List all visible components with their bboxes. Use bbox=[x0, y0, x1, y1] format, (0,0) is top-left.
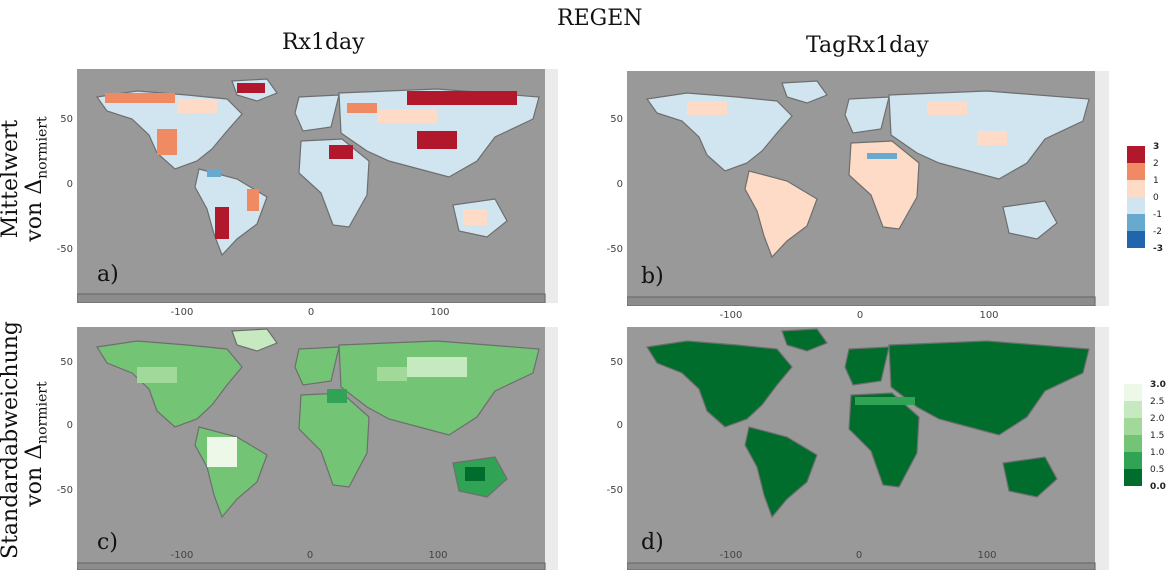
xtick-a-neg100: -100 bbox=[170, 307, 194, 318]
legend-mean: 3 2 1 0 -1 -2 -3 bbox=[1127, 142, 1167, 254]
map-panel-d: d) bbox=[627, 327, 1109, 570]
legend-mean-label-6: -3 bbox=[1153, 244, 1163, 254]
legend-mean-label-5: -2 bbox=[1153, 227, 1162, 237]
legend-mean-label-1: 2 bbox=[1153, 159, 1159, 169]
row-label-mean-line1: Mittelwert bbox=[0, 119, 23, 239]
ytick-a-0: 0 bbox=[66, 179, 73, 190]
legend-sd-label-0: 3.0 bbox=[1150, 380, 1166, 390]
legend-mean-swatch-5 bbox=[1127, 231, 1145, 248]
ytick-c-0: 0 bbox=[66, 420, 73, 431]
legend-sd-swatch-2 bbox=[1124, 418, 1142, 435]
map-a-svg bbox=[77, 69, 546, 303]
land-masses bbox=[77, 328, 546, 570]
sd-patches bbox=[137, 357, 485, 481]
legend-mean-label-3: 0 bbox=[1153, 193, 1159, 203]
legend-sd: 3.0 2.5 2.0 1.5 1.0 0.5 0.0 bbox=[1124, 380, 1168, 496]
ytick-b-neg50: -50 bbox=[606, 244, 623, 255]
xtick-d-0: 0 bbox=[855, 550, 863, 561]
row-label-mean: Mittelwert von Δnormiert bbox=[0, 109, 51, 249]
land-masses bbox=[627, 328, 1096, 570]
legend-mean-label-2: 1 bbox=[1153, 176, 1159, 186]
row-label-mean-sub: normiert bbox=[34, 116, 51, 179]
legend-sd-label-3: 1.5 bbox=[1150, 431, 1165, 441]
mean-anomaly-patches bbox=[687, 101, 1007, 159]
legend-mean-swatch-0 bbox=[1127, 146, 1145, 163]
legend-sd-swatch-0 bbox=[1124, 384, 1142, 401]
legend-sd-label-1: 2.5 bbox=[1150, 397, 1165, 407]
xtick-c-0: 0 bbox=[306, 550, 314, 561]
map-panel-a: a) bbox=[77, 69, 558, 303]
legend-sd-swatch-4 bbox=[1124, 452, 1142, 469]
ytick-b-50: 50 bbox=[610, 114, 623, 125]
legend-mean-swatch-1 bbox=[1127, 163, 1145, 180]
xtick-c-100: 100 bbox=[428, 550, 448, 561]
row-label-sd-sub: normiert bbox=[34, 381, 51, 444]
column-title-rx1day: Rx1day bbox=[282, 30, 365, 55]
figure-title: REGEN bbox=[557, 6, 643, 31]
legend-sd-label-6: 0.0 bbox=[1150, 482, 1166, 492]
legend-sd-label-4: 1.0 bbox=[1150, 448, 1165, 458]
legend-mean-swatch-4 bbox=[1127, 214, 1145, 231]
xtick-d-neg100: -100 bbox=[719, 550, 743, 561]
ytick-b-0: 0 bbox=[616, 179, 623, 190]
legend-mean-label-4: -1 bbox=[1153, 210, 1162, 220]
row-label-mean-prefix: von Δ bbox=[22, 178, 47, 242]
legend-sd-swatch-3 bbox=[1124, 435, 1142, 452]
legend-mean-label-0: 3 bbox=[1153, 142, 1160, 152]
ytick-a-50: 50 bbox=[60, 114, 73, 125]
column-title-tagrx1day: TagRx1day bbox=[806, 33, 929, 58]
row-label-sd: Standardabweichung von Δnormiert bbox=[0, 321, 51, 559]
map-c-svg bbox=[77, 327, 546, 570]
ytick-d-neg50: -50 bbox=[606, 485, 623, 496]
legend-sd-swatch-1 bbox=[1124, 401, 1142, 418]
row-label-sd-prefix: von Δ bbox=[22, 443, 47, 507]
ytick-d-50: 50 bbox=[610, 357, 623, 368]
legend-sd-swatch-5 bbox=[1124, 469, 1142, 486]
row-label-sd-line1: Standardabweichung bbox=[0, 321, 23, 559]
ytick-c-50: 50 bbox=[60, 357, 73, 368]
map-panel-c: c) bbox=[77, 327, 558, 570]
sd-patches bbox=[855, 397, 915, 405]
xtick-b-neg100: -100 bbox=[719, 310, 743, 321]
xtick-a-100: 100 bbox=[430, 307, 450, 318]
legend-sd-label-5: 0.5 bbox=[1150, 465, 1165, 475]
map-b-svg bbox=[627, 71, 1096, 306]
map-panel-b: b) bbox=[627, 71, 1109, 306]
xtick-a-0: 0 bbox=[307, 307, 315, 318]
xtick-b-100: 100 bbox=[979, 310, 999, 321]
mean-anomaly-patches bbox=[105, 83, 517, 239]
legend-sd-label-2: 2.0 bbox=[1150, 414, 1165, 424]
map-d-svg bbox=[627, 327, 1096, 570]
ytick-a-neg50: -50 bbox=[56, 244, 73, 255]
ytick-d-0: 0 bbox=[616, 420, 623, 431]
xtick-d-100: 100 bbox=[977, 550, 997, 561]
ytick-c-neg50: -50 bbox=[56, 485, 73, 496]
legend-mean-swatch-3 bbox=[1127, 197, 1145, 214]
xtick-c-neg100: -100 bbox=[170, 550, 194, 561]
legend-mean-swatch-2 bbox=[1127, 180, 1145, 197]
xtick-b-0: 0 bbox=[856, 310, 864, 321]
